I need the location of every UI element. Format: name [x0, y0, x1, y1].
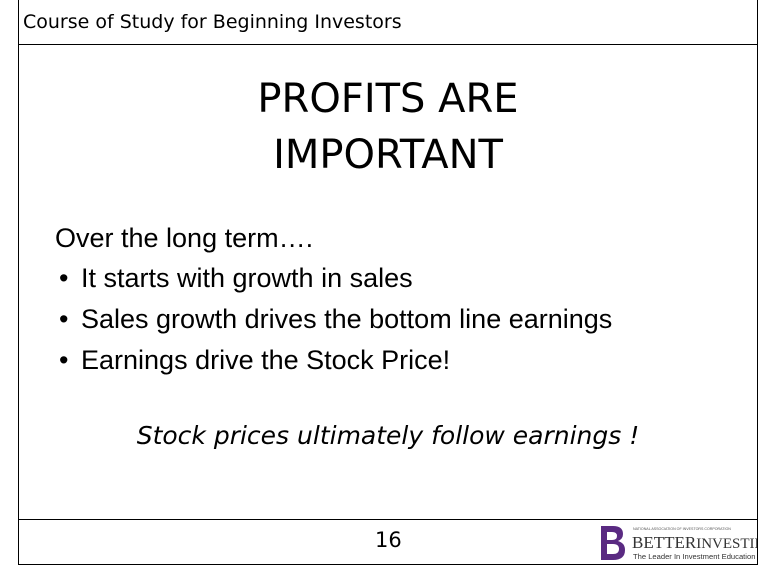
logo-icon: [601, 526, 625, 560]
logo-icon-cut: [607, 532, 619, 554]
page-number: 16: [375, 528, 402, 552]
logo: NATIONAL ASSOCIATION OF INVESTORS CORPOR…: [601, 526, 757, 561]
bullet: It starts with growth in sales: [59, 263, 413, 294]
logo-better: BETTER: [632, 533, 697, 552]
bullet: Sales growth drives the bottom line earn…: [59, 304, 612, 335]
course-header: Course of Study for Beginning Investors: [23, 11, 402, 33]
closing: Stock prices ultimately follow earnings …: [136, 421, 640, 450]
slide: Course of Study for Beginning Investors …: [18, 0, 758, 565]
logo-name: BETTERINVESTING™: [632, 533, 757, 552]
logo-investing: INVESTING: [696, 536, 757, 552]
title-line: IMPORTANT: [273, 132, 503, 178]
logo-tagline: The Leader In Investment Education: [633, 552, 755, 561]
footer-rule: [19, 519, 757, 520]
title-line: PROFITS ARE: [257, 76, 519, 122]
intro: Over the long term….: [55, 223, 314, 253]
bullet: Earnings drive the Stock Price!: [59, 345, 450, 376]
logo-tagline-top: NATIONAL ASSOCIATION OF INVESTORS CORPOR…: [633, 527, 731, 531]
header-rule: [19, 44, 757, 45]
